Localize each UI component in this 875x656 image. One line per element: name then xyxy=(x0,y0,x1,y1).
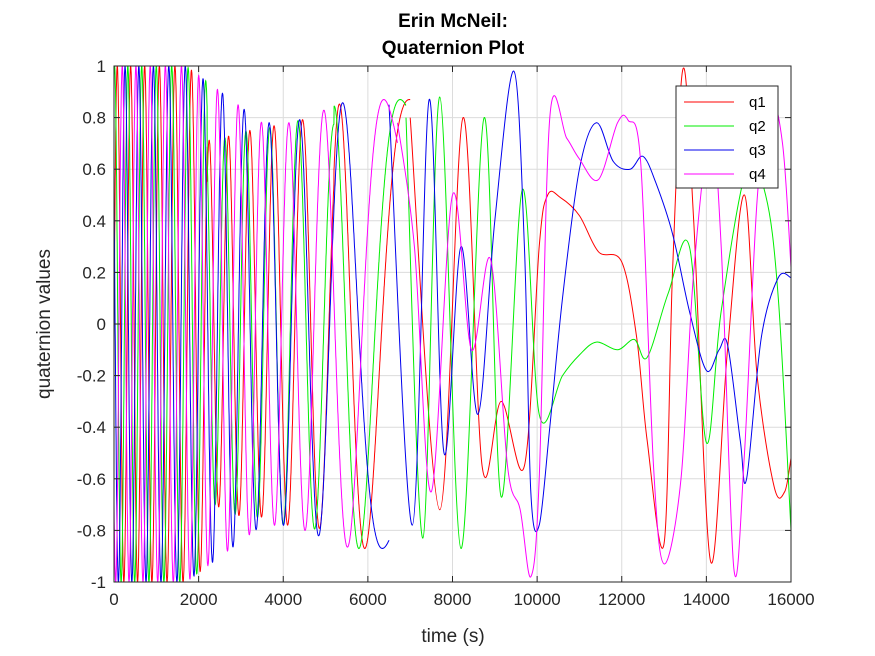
x-tick-label: 2000 xyxy=(180,590,218,609)
series-q4-dense xyxy=(114,66,398,582)
x-tick-label: 10000 xyxy=(513,590,560,609)
x-axis-label: time (s) xyxy=(421,626,484,647)
series-q3-line xyxy=(388,70,791,533)
series-layer xyxy=(114,66,791,582)
y-tick-label: -0.6 xyxy=(77,470,106,489)
chart-title-line-2: Quaternion Plot xyxy=(382,38,525,59)
y-tick-label: 0 xyxy=(97,315,106,334)
series-q3-dense xyxy=(114,66,390,582)
legend-label-q4: q4 xyxy=(749,166,766,183)
legend-label-q3: q3 xyxy=(749,142,766,159)
y-tick-label: -0.8 xyxy=(77,521,106,540)
x-tick-label: 4000 xyxy=(264,590,302,609)
legend-box xyxy=(675,85,779,189)
x-tick-label: 8000 xyxy=(434,590,472,609)
x-tick-label: 16000 xyxy=(767,590,814,609)
series-q2-dense xyxy=(114,66,407,582)
y-axis-label: quaternion values xyxy=(34,249,55,399)
legend[interactable]: q1 q2 q3 q4 xyxy=(675,85,779,189)
x-tick-label: 6000 xyxy=(349,590,387,609)
series-q4-line xyxy=(397,95,791,578)
legend-label-q1: q1 xyxy=(749,94,766,111)
x-tick-label: 12000 xyxy=(598,590,645,609)
y-tick-label: 0.8 xyxy=(82,109,106,128)
y-tick-label: -0.4 xyxy=(77,418,106,437)
y-tick-label: -1 xyxy=(91,573,106,592)
legend-label-q2: q2 xyxy=(749,118,766,135)
y-tick-label: 1 xyxy=(97,57,106,76)
y-tick-label: 0.2 xyxy=(82,263,106,282)
chart-title-line-1: Erin McNeil: xyxy=(398,11,508,32)
series-q1-dense xyxy=(114,66,411,582)
y-tick-label: 0.4 xyxy=(82,212,106,231)
grid-lines xyxy=(113,65,792,583)
series-q2-line xyxy=(405,96,791,550)
x-tick-label: 0 xyxy=(109,590,118,609)
series-q1-line xyxy=(409,67,791,564)
y-tick-label: 0.6 xyxy=(82,160,106,179)
y-tick-label: -0.2 xyxy=(77,367,106,386)
axis-ticks: 0 2000 4000 6000 8000 10000 12000 14000 16000 -1 -… xyxy=(77,57,815,609)
x-tick-label: 14000 xyxy=(683,590,730,609)
